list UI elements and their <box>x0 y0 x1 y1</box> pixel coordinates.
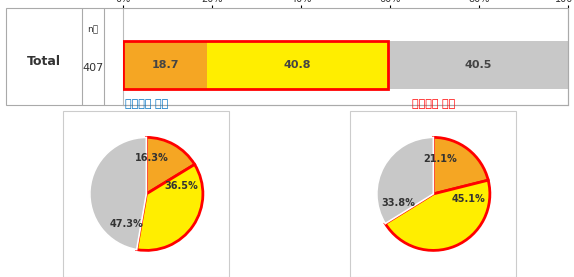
Title: 【性別】 男性: 【性別】 男性 <box>125 99 168 109</box>
Wedge shape <box>377 137 433 224</box>
Wedge shape <box>385 180 490 250</box>
Text: 33.8%: 33.8% <box>382 198 416 208</box>
Wedge shape <box>433 137 488 194</box>
Text: 47.3%: 47.3% <box>110 219 144 229</box>
Wedge shape <box>137 165 203 250</box>
Bar <box>123 41 388 89</box>
Title: 【性別】 女性: 【性別】 女性 <box>412 99 455 109</box>
Text: 36.5%: 36.5% <box>165 181 198 191</box>
Text: Total: Total <box>27 55 61 68</box>
Wedge shape <box>90 137 146 250</box>
Text: 16.3%: 16.3% <box>134 153 168 163</box>
Text: 40.8: 40.8 <box>284 60 311 70</box>
Bar <box>388 41 568 89</box>
Wedge shape <box>146 137 195 194</box>
Text: 407: 407 <box>82 63 103 73</box>
Text: 18.7: 18.7 <box>152 60 179 70</box>
Bar <box>207 41 388 89</box>
Text: 45.1%: 45.1% <box>452 194 486 204</box>
Text: 21.1%: 21.1% <box>423 154 457 164</box>
Text: n数: n数 <box>87 25 99 34</box>
Text: 40.5: 40.5 <box>464 60 492 70</box>
Bar <box>123 41 207 89</box>
